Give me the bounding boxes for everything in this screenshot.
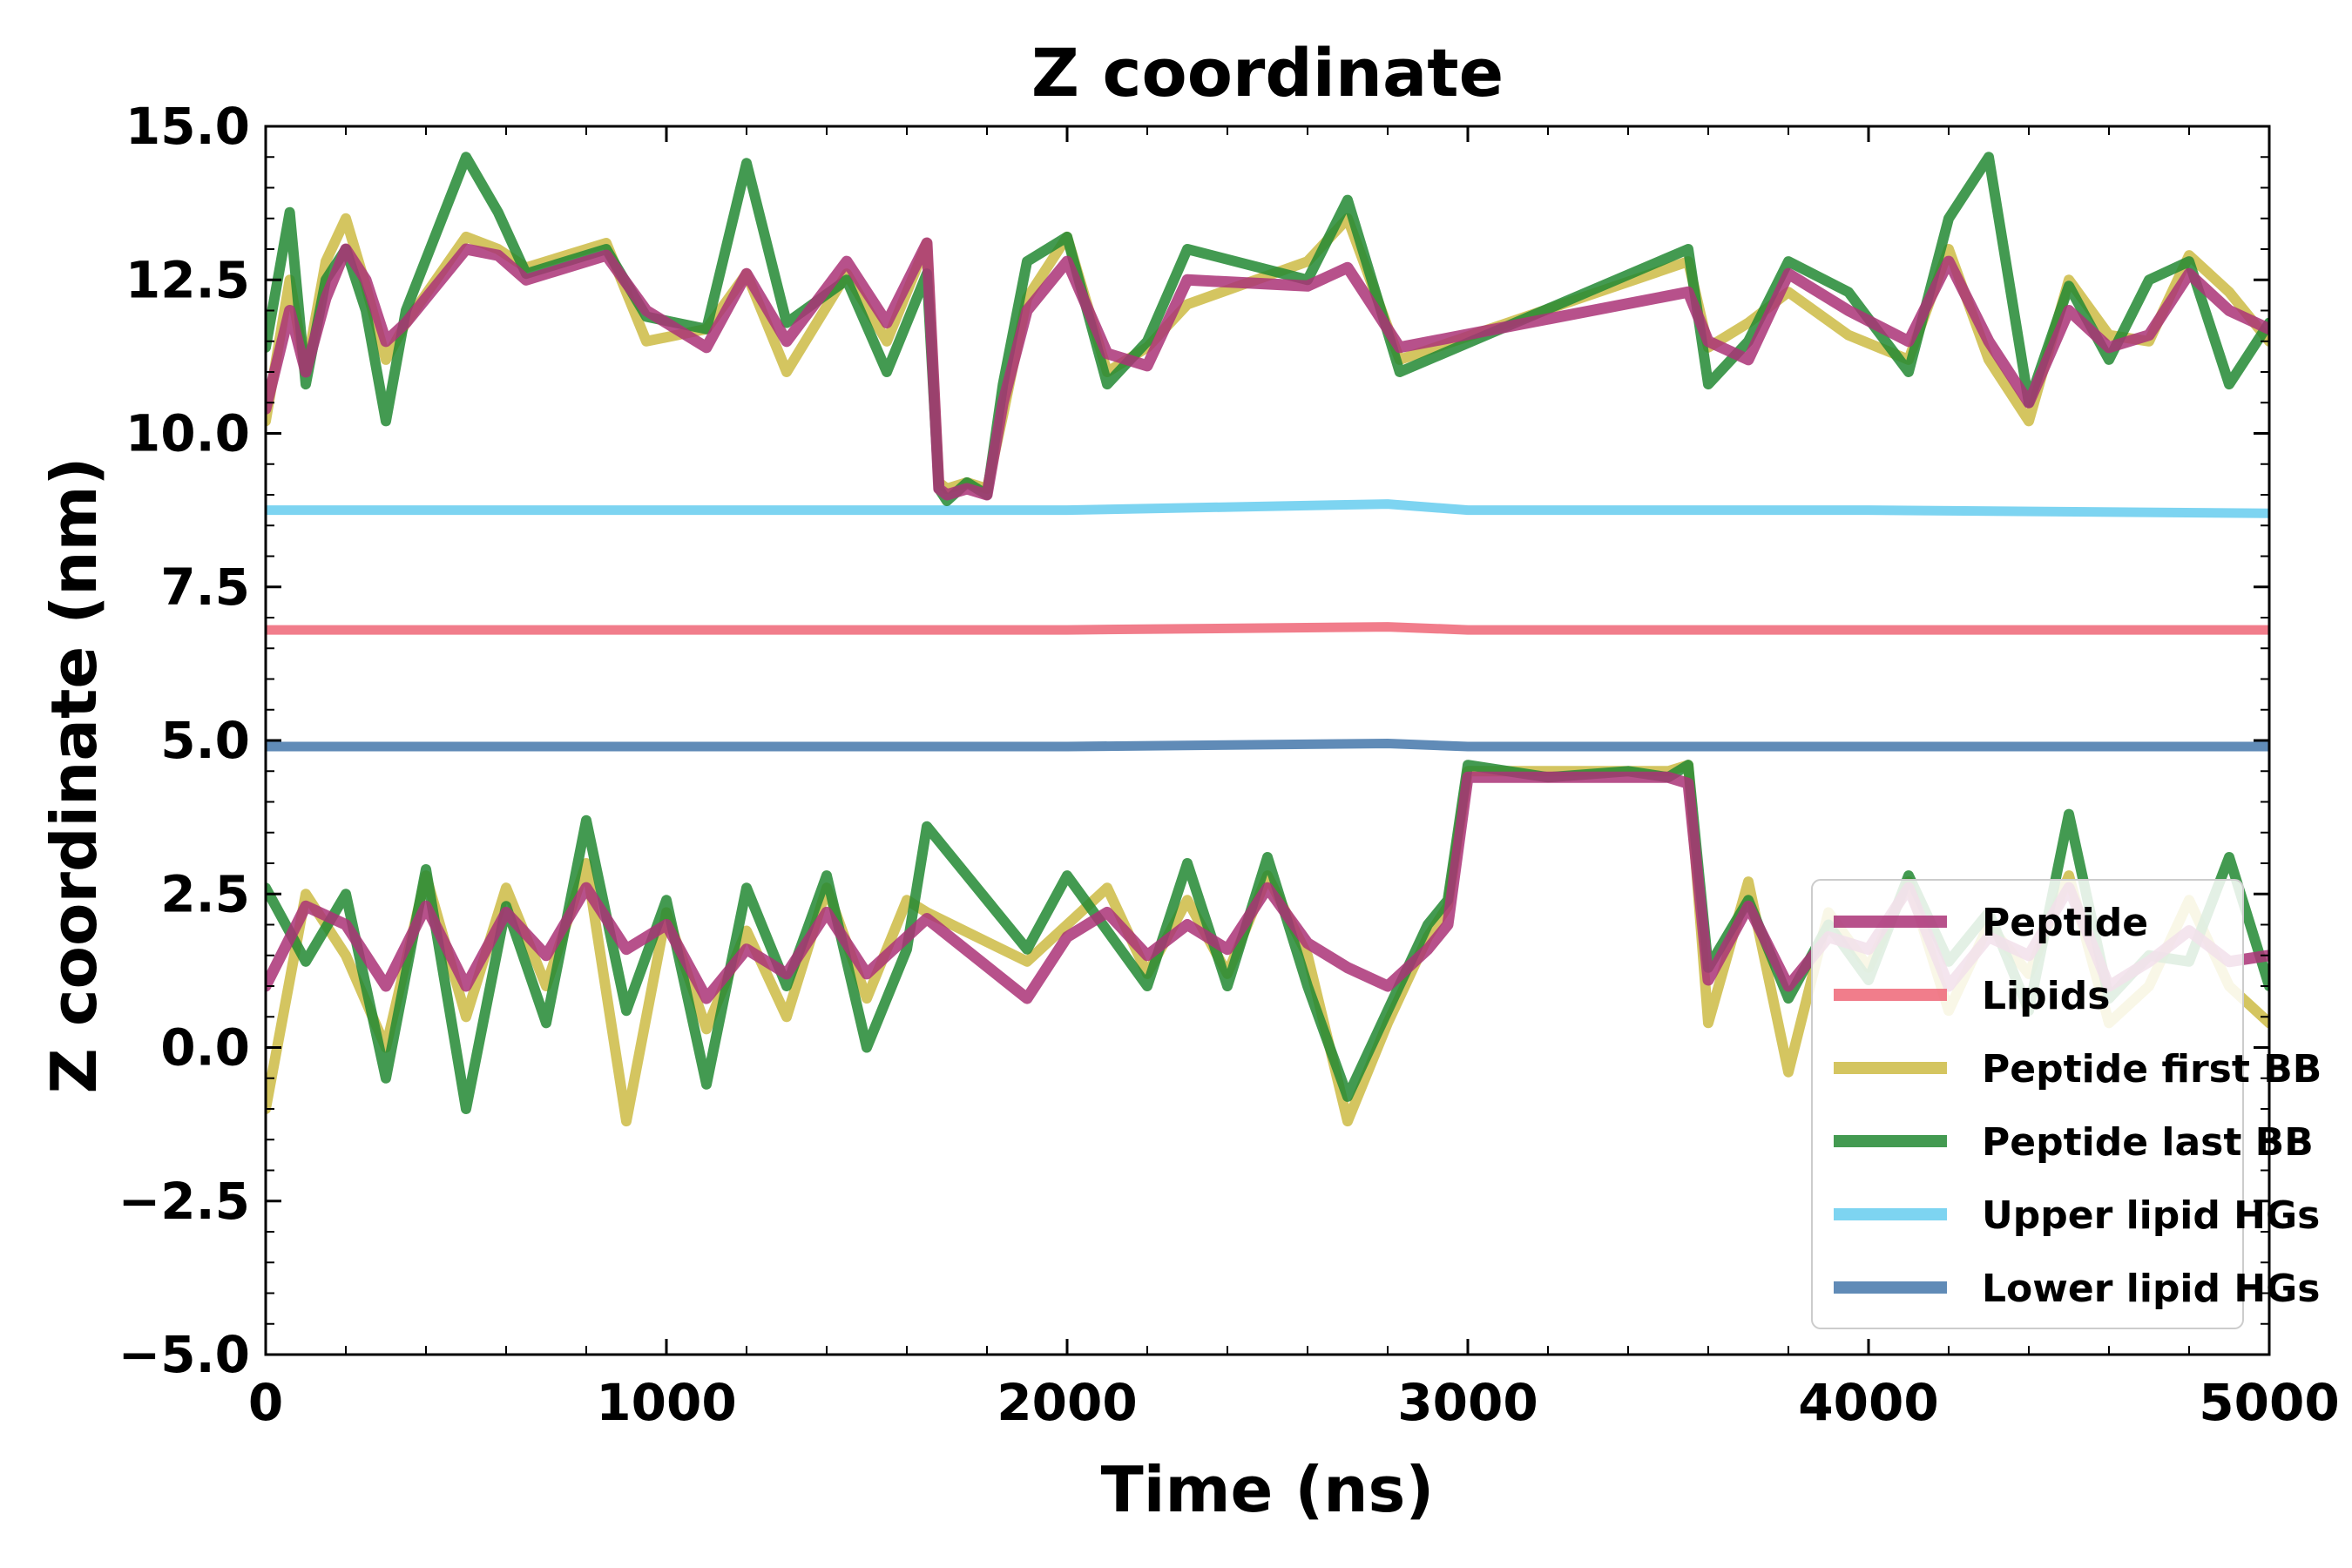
x-tick-label-0: 0 (248, 1373, 283, 1432)
y-tick-label-3: 2.5 (160, 864, 250, 923)
x-axis-label: Time (ns) (1101, 1453, 1435, 1526)
x-tick-label-2: 2000 (997, 1373, 1137, 1432)
legend-box (1811, 879, 2244, 1329)
x-tick-label-1: 1000 (596, 1373, 736, 1432)
legend-label-peptide-first-bb: Peptide first BB (1982, 1047, 2322, 1092)
series-line-lower-lipid-hgs (266, 739, 2269, 752)
chart-title: Z coordinate (1031, 34, 1504, 112)
legend-label-peptide: Peptide (1982, 901, 2148, 945)
y-axis-label: Z coordinate (nm) (37, 457, 111, 1094)
y-tick-label-1: −2.5 (118, 1172, 250, 1231)
legend-label-lower-lipid-hgs: Lower lipid HGs (1982, 1267, 2320, 1311)
legend-label-upper-lipid-hgs: Upper lipid HGs (1982, 1193, 2320, 1238)
legend-label-peptide-last-bb: Peptide last BB (1982, 1120, 2314, 1165)
series-line-peptide (266, 237, 2269, 501)
y-tick-label-4: 5.0 (160, 711, 250, 770)
y-tick-label-0: −5.0 (118, 1325, 250, 1384)
x-tick-label-5: 5000 (2199, 1373, 2339, 1432)
tick-labels-layer: 0 1000 2000 3000 4000 5000 −5.0 −2.5 0.0 2.5 5.0 7.… (118, 97, 2340, 1432)
y-tick-label-5: 7.5 (160, 558, 250, 617)
y-tick-label-2: 0.0 (160, 1018, 250, 1078)
legend: Peptide Lipids Peptide first BB Peptide las… (1811, 879, 2322, 1329)
plot-frame (264, 125, 2271, 1356)
y-tick-label-6: 10.0 (125, 404, 250, 463)
x-tick-label-4: 4000 (1798, 1373, 1938, 1432)
series-line-lipids (266, 622, 2269, 635)
x-tick-label-3: 3000 (1397, 1373, 1538, 1432)
series-line-upper-lipid-hgs (266, 499, 2269, 518)
y-tick-label-7: 12.5 (125, 250, 250, 309)
y-tick-label-8: 15.0 (125, 97, 250, 156)
legend-label-lipids: Lipids (1982, 974, 2110, 1018)
